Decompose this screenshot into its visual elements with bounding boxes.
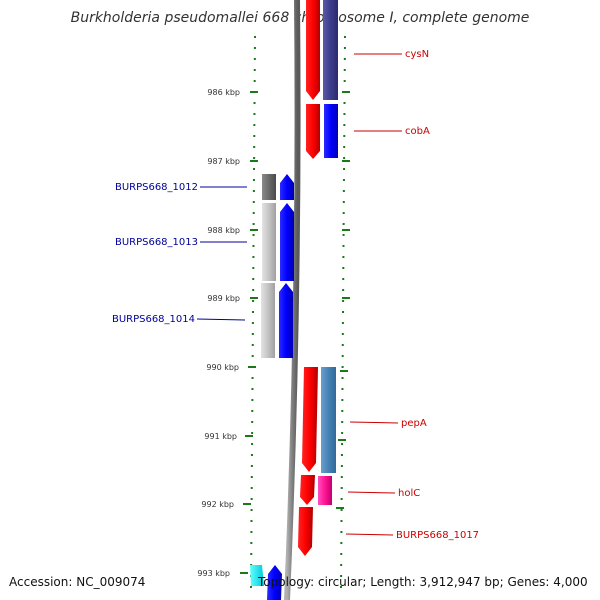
- gene-cyan-arrow: [250, 565, 264, 586]
- gene-burps668-1013-arrow: [280, 203, 294, 281]
- gene-blue-bottom-arrow: [267, 565, 282, 600]
- gene-burps668-1014-arrow: [279, 283, 293, 358]
- gene-label-pepa[interactable]: pepA: [401, 418, 427, 429]
- gene-coba-arrow: [306, 104, 320, 159]
- kbp-label-988: 988 kbp: [207, 226, 240, 235]
- gene-label-coba[interactable]: cobA: [405, 126, 430, 137]
- chromosome-backbone: [284, 0, 301, 600]
- gene-pepa-arrow: [302, 367, 318, 472]
- kbp-label-987: 987 kbp: [207, 157, 240, 166]
- accession-text: Accession: NC_009074: [9, 575, 146, 589]
- right-dotted-track: [340, 35, 346, 589]
- gene-burps668-1012-arrow: [280, 174, 294, 200]
- right-major-ticks: [336, 91, 350, 509]
- kbp-label-992: 992 kbp: [201, 500, 234, 509]
- label-leaders: [196, 53, 402, 536]
- left-major-ticks: [240, 91, 258, 574]
- kbp-label-989: 989 kbp: [207, 294, 240, 303]
- reverse-genes: [250, 174, 294, 600]
- topology-text: Topology: circular; Length: 3,912,947 bp…: [258, 575, 588, 589]
- kbp-label-991: 991 kbp: [204, 432, 237, 441]
- gene-holc-arrow: [300, 475, 315, 505]
- gene-label-burps668-1017[interactable]: BURPS668_1017: [396, 530, 479, 541]
- gene-cysn-arrow: [306, 0, 320, 100]
- forward-genes: [298, 0, 320, 556]
- kbp-label-986: 986 kbp: [207, 88, 240, 97]
- category-track: [318, 0, 338, 505]
- gene-label-cysn[interactable]: cysN: [405, 49, 429, 60]
- conservation-track: [261, 174, 276, 358]
- kbp-label-993: 993 kbp: [197, 569, 230, 578]
- gene-label-holc[interactable]: holC: [398, 488, 420, 499]
- gene-burps668-1017-arrow: [298, 507, 313, 556]
- gene-label-burps668-1012[interactable]: BURPS668_1012: [115, 182, 198, 193]
- gene-label-burps668-1014[interactable]: BURPS668_1014: [112, 314, 195, 325]
- gene-label-burps668-1013[interactable]: BURPS668_1013: [115, 237, 198, 248]
- kbp-label-990: 990 kbp: [206, 363, 239, 372]
- left-dotted-track: [250, 35, 256, 589]
